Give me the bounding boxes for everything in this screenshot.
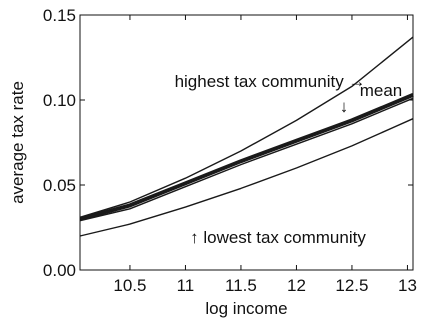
annotation-mean-arrow: ↓ xyxy=(340,97,349,116)
series-lines xyxy=(79,36,414,237)
y-tick-label: 0.05 xyxy=(43,176,76,195)
x-tick-label: 12.5 xyxy=(335,276,368,295)
annotation-lowest-tax: ↑ lowest tax community xyxy=(190,228,366,247)
y-axis-ticks: 0.00 0.05 0.10 0.15 xyxy=(43,6,413,280)
x-tick-label: 11 xyxy=(177,276,195,295)
x-axis-ticks: 10.5 11 11.5 12 12.5 13 xyxy=(113,15,417,295)
series-line-mean xyxy=(79,93,414,221)
y-tick-label: 0.15 xyxy=(43,6,76,25)
x-tick-label: 12 xyxy=(287,276,306,295)
x-tick-label: 13 xyxy=(398,276,417,295)
series-line-lowest-tax-community xyxy=(79,118,414,237)
y-tick-label: 0.10 xyxy=(43,91,76,110)
x-tick-label: 10.5 xyxy=(113,276,146,295)
x-axis-title: log income xyxy=(205,299,287,318)
y-axis-title: average tax rate xyxy=(8,81,27,204)
annotation-highest-tax: highest tax community → xyxy=(175,72,366,91)
series-line-band-2 xyxy=(79,97,414,222)
x-tick-label: 11.5 xyxy=(225,276,257,295)
y-tick-label: 0.00 xyxy=(43,261,76,280)
annotation-mean: mean xyxy=(360,81,403,100)
series-line-highest-tax-community xyxy=(79,36,414,218)
plot-frame xyxy=(79,14,414,271)
